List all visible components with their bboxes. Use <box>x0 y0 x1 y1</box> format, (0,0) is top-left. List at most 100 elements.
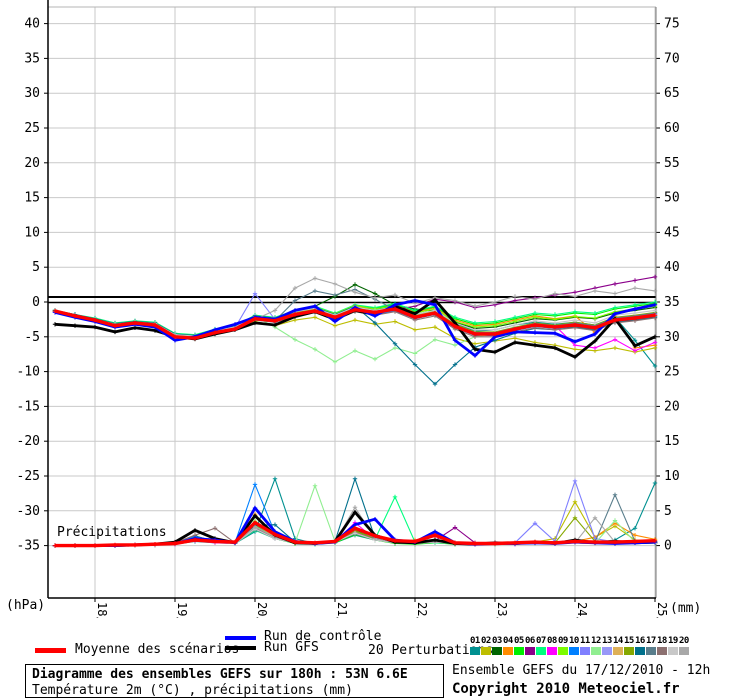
chart-title: Diagramme des ensembles GEFS sur 180h : … <box>32 667 408 682</box>
perturbation-swatch <box>657 647 667 655</box>
series-perturbation-11-temp-markers <box>52 291 658 339</box>
perturbation-swatch <box>613 647 623 655</box>
right-axis-label: 55 <box>664 156 680 171</box>
right-axis-unit: (mm) <box>670 601 701 616</box>
mean-legend-swatch <box>35 648 66 653</box>
perturbation-legend-item: 08 <box>547 636 558 655</box>
x-axis-label: 23/12 <box>495 602 509 618</box>
perturbation-swatch <box>525 647 535 655</box>
perturbation-legend-item: 09 <box>558 636 569 655</box>
perturbation-number: 03 <box>492 636 502 646</box>
right-axis-label: 45 <box>664 225 680 240</box>
run-info-text: Ensemble GEFS du 17/12/2010 - 12h <box>452 663 711 678</box>
perturbation-number: 17 <box>646 636 656 646</box>
x-axis-label: 22/12 <box>415 602 429 618</box>
perturbation-number: 19 <box>668 636 678 646</box>
perturbations-legend-label: 20 Perturbations <box>368 643 494 658</box>
gfs-legend-label: Run GFS <box>264 640 319 655</box>
perturbation-swatch <box>481 647 491 655</box>
x-axis-label: 21/12 <box>335 602 349 618</box>
perturbation-number: 09 <box>558 636 568 646</box>
perturbation-number: 07 <box>536 636 546 646</box>
right-axis-label: 0 <box>664 539 672 554</box>
series-perturbation-16-temp-markers <box>52 304 658 387</box>
perturbation-number: 13 <box>602 636 612 646</box>
perturbation-legend-item: 07 <box>536 636 547 655</box>
perturbation-number: 08 <box>547 636 557 646</box>
left-axis-label: 25 <box>24 121 40 136</box>
perturbation-number: 15 <box>624 636 634 646</box>
control-legend-label: Run de contrôle <box>264 629 382 644</box>
perturbation-swatch <box>536 647 546 655</box>
perturbation-number: 16 <box>635 636 645 646</box>
perturbation-legend-item: 01 <box>470 636 481 655</box>
chart-subtitle: Température 2m (°C) , précipitations (mm… <box>32 683 353 698</box>
perturbation-number: 04 <box>503 636 513 646</box>
x-axis-label: 24/12 <box>575 602 589 618</box>
perturbation-legend-item: 14 <box>613 636 624 655</box>
left-axis-label: 35 <box>24 51 40 66</box>
right-axis-label: 35 <box>664 295 680 310</box>
right-axis-label: 25 <box>664 365 680 380</box>
perturbation-number: 11 <box>580 636 590 646</box>
chart-info-box: Diagramme des ensembles GEFS sur 180h : … <box>25 664 444 698</box>
perturbation-number: 06 <box>525 636 535 646</box>
right-axis-label: 10 <box>664 469 680 484</box>
perturbation-swatch <box>679 647 689 655</box>
mean-legend-label: Moyenne des scénarios <box>75 642 240 657</box>
perturbation-legend-item: 18 <box>657 636 668 655</box>
x-axis-label: 20/12 <box>255 602 269 618</box>
x-axis-label: 19/12 <box>175 602 189 618</box>
perturbation-swatch <box>470 647 480 655</box>
perturbation-swatch <box>547 647 557 655</box>
left-axis-label: -20 <box>17 434 40 449</box>
perturbation-number: 12 <box>591 636 601 646</box>
perturbation-swatch <box>514 647 524 655</box>
right-axis-label: 50 <box>664 191 680 206</box>
right-axis-label: 65 <box>664 86 680 101</box>
right-axis-label: 5 <box>664 504 672 519</box>
perturbation-color-key: 01 02 03 04 05 06 07 08 09 10 11 12 13 14 15 16 17 18 19 20 <box>470 636 690 655</box>
series-mean-temp-markers <box>52 306 658 341</box>
perturbation-legend-item: 19 <box>668 636 679 655</box>
precipitation-section-label: Précipitations <box>57 525 167 540</box>
perturbation-legend-item: 17 <box>646 636 657 655</box>
control-legend-swatch <box>225 636 256 640</box>
perturbation-swatch <box>591 647 601 655</box>
perturbation-legend-item: 06 <box>525 636 536 655</box>
perturbation-legend-item: 10 <box>569 636 580 655</box>
right-axis-label: 70 <box>664 51 680 66</box>
perturbation-swatch <box>602 647 612 655</box>
perturbation-legend-item: 05 <box>514 636 525 655</box>
x-axis-label: 25/12 <box>655 602 669 618</box>
left-axis-label: 0 <box>32 295 40 310</box>
perturbation-swatch <box>635 647 645 655</box>
series-mean-precip-markers <box>52 520 658 548</box>
perturbation-swatch <box>569 647 579 655</box>
left-axis-label: 20 <box>24 156 40 171</box>
left-axis-label: -25 <box>17 469 40 484</box>
perturbation-number: 01 <box>470 636 480 646</box>
perturbation-legend-item: 20 <box>679 636 690 655</box>
perturbation-swatch <box>646 647 656 655</box>
left-axis-label: -10 <box>17 365 40 380</box>
perturbation-number: 05 <box>514 636 524 646</box>
perturbation-number: 10 <box>569 636 579 646</box>
perturbation-legend-item: 03 <box>492 636 503 655</box>
left-axis-label: 40 <box>24 17 40 32</box>
perturbation-legend-item: 11 <box>580 636 591 655</box>
perturbation-swatch <box>492 647 502 655</box>
perturbation-swatch <box>668 647 678 655</box>
perturbation-legend-item: 16 <box>635 636 646 655</box>
perturbation-swatch <box>503 647 513 655</box>
perturbation-number: 20 <box>679 636 689 646</box>
perturbation-legend-item: 15 <box>624 636 635 655</box>
right-axis-label: 60 <box>664 121 680 136</box>
left-axis-label: -35 <box>17 539 40 554</box>
copyright-text: Copyright 2010 Meteociel.fr <box>452 681 680 697</box>
left-axis-unit: (hPa) <box>6 598 45 613</box>
perturbation-swatch <box>580 647 590 655</box>
perturbation-number: 18 <box>657 636 667 646</box>
right-axis-label: 40 <box>664 260 680 275</box>
